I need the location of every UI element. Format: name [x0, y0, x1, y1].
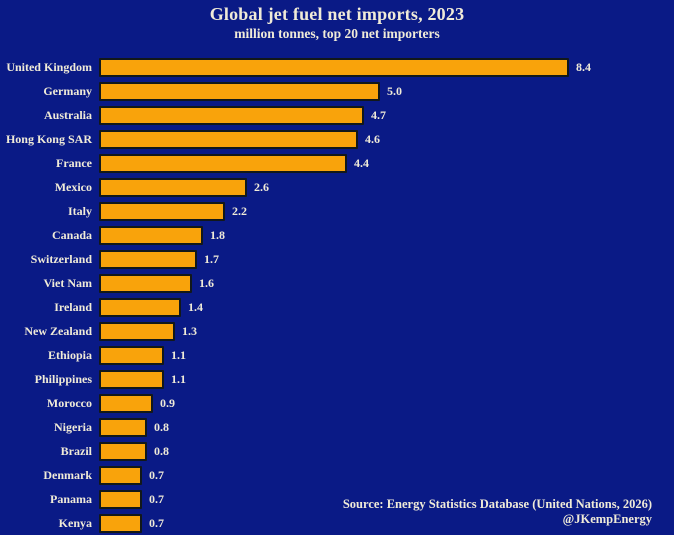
bar-row: France 4.4 [0, 152, 674, 174]
value-label: 1.1 [171, 371, 186, 386]
value-label: 1.8 [210, 227, 225, 242]
bar-row: Switzerland 1.7 [0, 248, 674, 270]
bar-row: Viet Nam 1.6 [0, 272, 674, 294]
bar-row: Ethiopia 1.1 [0, 344, 674, 366]
category-label: Philippines [34, 371, 92, 386]
bar [99, 513, 142, 533]
value-label: 1.7 [204, 251, 219, 266]
bar [99, 105, 364, 125]
value-label: 0.7 [149, 491, 164, 506]
bar-row: Germany 5.0 [0, 80, 674, 102]
category-label: Switzerland [30, 251, 92, 266]
bar [99, 417, 147, 437]
category-label: Panama [50, 491, 92, 506]
bar [99, 129, 358, 149]
category-label: Mexico [54, 179, 92, 194]
bar-row: Australia 4.7 [0, 104, 674, 126]
bar [99, 465, 142, 485]
bar-row: Denmark 0.7 [0, 464, 674, 486]
value-label: 2.2 [232, 203, 247, 218]
value-label: 4.6 [365, 131, 380, 146]
bar-row: Panama 0.7 [0, 488, 674, 510]
bar [99, 81, 380, 101]
source-note: Source: Energy Statistics Database (Unit… [342, 497, 652, 511]
bar [99, 177, 247, 197]
category-label: Brazil [60, 443, 92, 458]
author-credit: @JKempEnergy [562, 512, 652, 526]
category-label: New Zealand [24, 323, 92, 338]
value-label: 0.7 [149, 467, 164, 482]
bar [99, 153, 347, 173]
value-label: 4.4 [354, 155, 369, 170]
value-label: 5.0 [387, 83, 402, 98]
category-label: Germany [43, 83, 92, 98]
bar [99, 393, 153, 413]
bar [99, 249, 197, 269]
bar [99, 441, 147, 461]
value-label: 2.6 [254, 179, 269, 194]
category-label: Ethiopia [47, 347, 92, 362]
chart-title: Global jet fuel net imports, 2023 [209, 4, 465, 24]
bar-row: United Kingdom 8.4 [0, 56, 674, 78]
bar [99, 201, 225, 221]
value-label: 1.6 [199, 275, 214, 290]
value-label: 0.8 [154, 419, 169, 434]
chart-header: Global jet fuel net imports, 2023 millio… [0, 4, 674, 42]
category-label: France [56, 155, 92, 170]
category-label: Hong Kong SAR [5, 131, 92, 146]
category-label: Nigeria [54, 419, 92, 434]
bar-row: Hong Kong SAR 4.6 [0, 128, 674, 150]
bar [99, 369, 164, 389]
value-label: 8.4 [576, 59, 591, 74]
bar [99, 225, 203, 245]
bar-row: Mexico 2.6 [0, 176, 674, 198]
category-label: Canada [51, 227, 92, 242]
bar-row: New Zealand 1.3 [0, 320, 674, 342]
bar-row: Kenya 0.7 [0, 512, 674, 534]
chart-footer: Source: Energy Statistics Database (Unit… [343, 497, 652, 527]
bar [99, 321, 175, 341]
category-label: Australia [44, 107, 92, 122]
bar-row: Ireland 1.4 [0, 296, 674, 318]
bar-row: Morocco 0.9 [0, 392, 674, 414]
bar-chart-plot-area: United Kingdom 8.4 Germany 5.0 Australia 4.7 H… [0, 56, 674, 534]
bar-row: Brazil 0.8 [0, 440, 674, 462]
bar [99, 273, 192, 293]
bar-row: Philippines 1.1 [0, 368, 674, 390]
value-label: 0.7 [149, 515, 164, 530]
category-label: Morocco [46, 395, 92, 410]
category-label: United Kingdom [6, 59, 92, 74]
bar-row: Nigeria 0.8 [0, 416, 674, 438]
bar-row: Canada 1.8 [0, 224, 674, 246]
value-label: 0.9 [160, 395, 175, 410]
value-label: 1.4 [188, 299, 203, 314]
bar-row: Italy 2.2 [0, 200, 674, 222]
value-label: 1.3 [182, 323, 197, 338]
chart-subtitle: million tonnes, top 20 net importers [234, 26, 440, 41]
bar [99, 57, 569, 77]
category-label: Viet Nam [43, 275, 92, 290]
bar [99, 489, 142, 509]
category-label: Kenya [58, 515, 92, 530]
value-label: 0.8 [154, 443, 169, 458]
value-label: 1.1 [171, 347, 186, 362]
category-label: Italy [68, 203, 92, 218]
category-label: Denmark [43, 467, 92, 482]
value-label: 4.7 [371, 107, 386, 122]
bar [99, 345, 164, 365]
bar [99, 297, 181, 317]
category-label: Ireland [54, 299, 92, 314]
